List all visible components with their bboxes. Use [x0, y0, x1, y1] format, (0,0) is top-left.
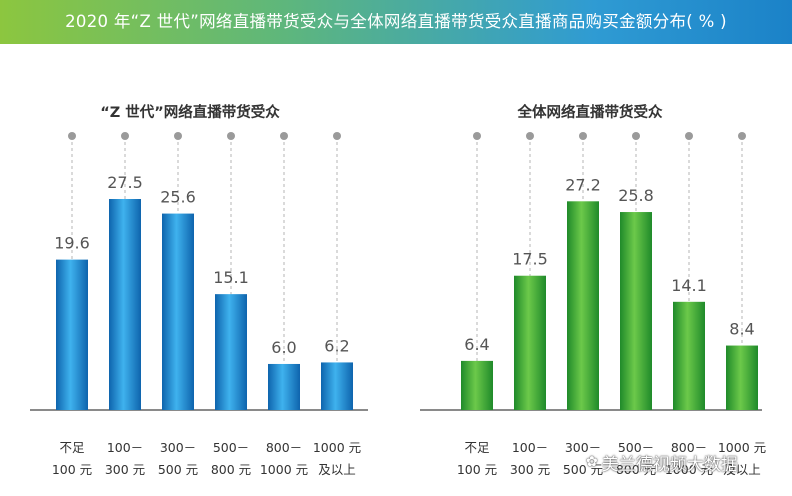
guide-dot — [174, 132, 182, 140]
bar-left-4 — [268, 363, 300, 410]
bar-left-5 — [321, 362, 353, 410]
category-label: 及以上 — [318, 462, 356, 477]
guide-dot — [68, 132, 76, 140]
category-label: 300 元 — [510, 462, 550, 477]
category-label: 800 元 — [211, 462, 251, 477]
category-label: 100 元 — [457, 462, 497, 477]
category-label: 500 元 — [158, 462, 198, 477]
chart-all-audience: 全体网络直播带货受众 6.4 不足 100 元 17.5 100－ 300 元 27.2 300… — [420, 103, 766, 477]
category-label: 100－ — [107, 440, 143, 455]
guide-dot — [685, 132, 693, 140]
value-label: 6.0 — [271, 338, 296, 357]
title-banner — [0, 0, 792, 44]
guide-dot — [280, 132, 288, 140]
guide-dot — [738, 132, 746, 140]
category-label: 100－ — [512, 440, 548, 455]
guide-dot — [227, 132, 235, 140]
bar-right-2 — [567, 201, 599, 410]
bar-right-0 — [461, 360, 493, 410]
value-label: 8.4 — [729, 320, 754, 339]
category-label: 及以上 — [723, 462, 761, 477]
wechat-icon: ✿ — [586, 454, 598, 470]
category-label: 300－ — [565, 440, 601, 455]
guide-dot — [526, 132, 534, 140]
value-label: 27.5 — [107, 173, 143, 192]
category-label: 100 元 — [52, 462, 92, 477]
value-label: 25.6 — [160, 188, 196, 207]
guide-dot — [333, 132, 341, 140]
guide-dot — [473, 132, 481, 140]
category-label: 500－ — [213, 440, 249, 455]
guide-dot — [632, 132, 640, 140]
value-label: 15.1 — [213, 268, 249, 287]
category-label: 300 元 — [105, 462, 145, 477]
bar-right-4 — [673, 301, 705, 410]
category-label: 800－ — [266, 440, 302, 455]
category-label: 300－ — [160, 440, 196, 455]
category-label: 不足 — [464, 440, 490, 455]
bar-left-1 — [109, 199, 141, 410]
page-title: 2020 年“Z 世代”网络直播带货受众与全体网络直播带货受众直播商品购买金额分… — [65, 12, 727, 31]
guide-dot — [121, 132, 129, 140]
category-label: 500 元 — [563, 462, 603, 477]
category-label: 800 元 — [616, 462, 656, 477]
category-label: 1000 元 — [665, 462, 713, 477]
value-label: 6.4 — [464, 335, 489, 354]
value-label: 19.6 — [54, 234, 90, 253]
bar-right-1 — [514, 275, 546, 410]
chart-z-generation: “Z 世代”网络直播带货受众 19.6 不足 100 元 27.5 100－ 300 元 25… — [30, 103, 368, 477]
chart-title: 全体网络直播带货受众 — [517, 103, 663, 121]
value-label: 6.2 — [324, 336, 349, 355]
value-label: 25.8 — [618, 186, 654, 205]
bar-left-2 — [162, 213, 194, 410]
category-label: 1000 元 — [718, 440, 766, 455]
watermark: ✿ 美兰德视频大数据 — [586, 449, 738, 475]
bar-left-0 — [56, 259, 88, 410]
category-label: 1000 元 — [313, 440, 361, 455]
chart-title: “Z 世代”网络直播带货受众 — [100, 103, 280, 121]
guide-dot — [579, 132, 587, 140]
category-label: 800－ — [671, 440, 707, 455]
category-label: 1000 元 — [260, 462, 308, 477]
watermark-text: 美兰德视频大数据 — [601, 454, 738, 475]
value-label: 17.5 — [512, 250, 548, 269]
bar-right-5 — [726, 345, 758, 410]
value-label: 14.1 — [671, 276, 707, 295]
value-label: 27.2 — [565, 175, 601, 194]
bar-left-3 — [215, 294, 247, 410]
category-label: 不足 — [59, 440, 85, 455]
bar-right-3 — [620, 212, 652, 410]
category-label: 500－ — [618, 440, 654, 455]
